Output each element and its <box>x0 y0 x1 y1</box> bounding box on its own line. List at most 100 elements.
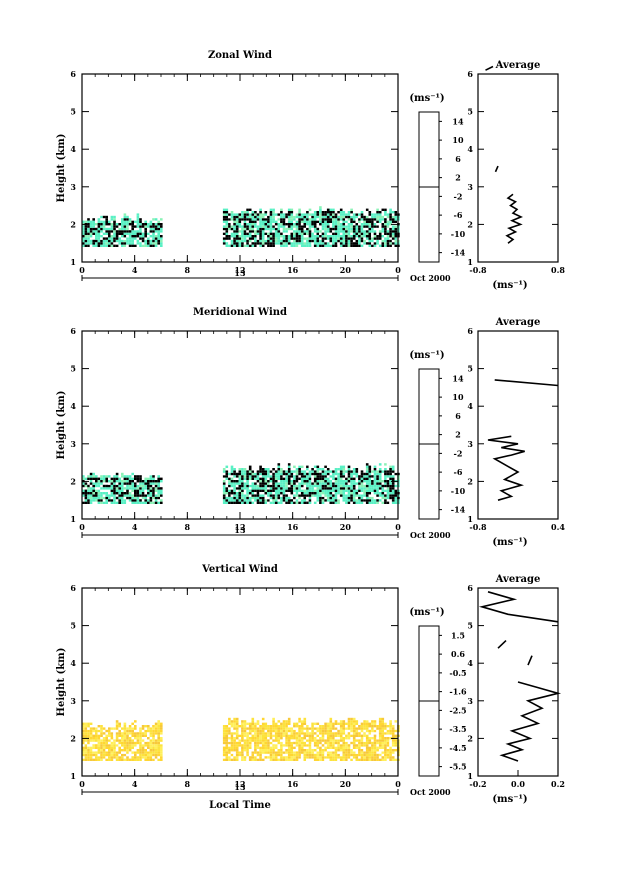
chart-1-cell <box>326 494 330 497</box>
chart-0-cell <box>319 230 322 233</box>
chart-2-cell <box>139 753 142 757</box>
chart-0-cell <box>154 242 158 245</box>
chart-1-cell <box>144 480 147 483</box>
chart-2-cell <box>154 741 158 745</box>
chart-2-cell <box>272 727 275 730</box>
chart-2-cell <box>131 734 134 737</box>
chart-1-cell <box>121 492 124 495</box>
chart-0-cell <box>334 237 338 240</box>
chart-1-cell <box>100 492 103 495</box>
chart-2-cell <box>368 739 372 742</box>
chart-1-cell <box>332 494 335 497</box>
chart-0-cell <box>280 235 283 238</box>
chart-1-cell <box>306 477 309 480</box>
chart-2-cell <box>89 749 93 752</box>
chart-2-cell <box>347 756 351 759</box>
chart-2-cell <box>287 739 291 742</box>
chart-0-cell <box>233 218 236 221</box>
chart-2-cell <box>256 756 260 759</box>
chart-1-cell <box>300 475 304 478</box>
chart-0-cell <box>306 223 309 226</box>
chart-1-cell <box>308 484 312 488</box>
chart-2-cell <box>326 725 330 728</box>
chart-2-cell <box>306 732 309 735</box>
chart-1-cell <box>272 487 275 490</box>
chart-1-cell <box>355 482 359 485</box>
chart-2-cell <box>391 725 395 728</box>
chart-1-cell <box>128 492 132 495</box>
chart-1-cell <box>282 472 286 476</box>
chart-2-cell <box>157 758 160 761</box>
chart-0-cell <box>267 242 270 245</box>
chart-2-cell <box>233 732 236 735</box>
chart-2-cell <box>311 739 314 742</box>
chart-0-cell <box>264 225 268 228</box>
chart-1-cell <box>131 484 134 488</box>
chart-2-cell <box>391 729 395 733</box>
chart-1-cell <box>123 482 127 485</box>
chart-0-cell <box>261 218 265 221</box>
chart-1-cell <box>235 496 239 500</box>
chart-1-cell <box>264 477 268 480</box>
chart-1-cell <box>308 501 312 504</box>
chart-0-cell <box>131 235 134 238</box>
chart-2-cell <box>290 749 294 752</box>
chart-2-cell <box>378 746 382 749</box>
chart-2-cell <box>222 737 226 740</box>
chart-2-cell <box>347 717 351 721</box>
chart-1-cell <box>303 482 307 485</box>
chart-2-cell <box>259 753 262 757</box>
chart-2-cell <box>386 741 390 745</box>
chart-1-cell <box>102 501 106 504</box>
chart-0-cell <box>141 235 145 238</box>
chart-2-cell <box>256 725 260 728</box>
chart-2-cell <box>267 725 270 728</box>
chart-1-cell <box>264 484 268 488</box>
chart-2-colorbar-tick-label: -1.6 <box>449 687 467 697</box>
chart-0-cell <box>152 239 155 243</box>
chart-1-cell <box>277 492 281 495</box>
chart-2-cell <box>345 737 348 740</box>
chart-0-cell <box>225 213 229 216</box>
chart-2-cell <box>360 758 364 761</box>
chart-2-cell <box>316 729 320 733</box>
chart-2-cell <box>110 741 114 745</box>
chart-2-cell <box>316 744 320 747</box>
chart-2-cell <box>269 758 273 761</box>
chart-1-cell <box>339 477 343 480</box>
chart-2-cell <box>235 732 239 735</box>
chart-0-cell <box>365 230 369 233</box>
chart-1-cell <box>121 482 124 485</box>
chart-2-cell <box>334 727 338 730</box>
chart-1-cell <box>378 492 382 495</box>
chart-2-cell <box>128 741 132 745</box>
chart-2-cell <box>256 722 260 725</box>
chart-1-cell <box>123 475 127 478</box>
chart-0-cell <box>267 225 270 228</box>
chart-2-cell <box>274 729 278 733</box>
chart-2-cell <box>339 739 343 742</box>
chart-1-cell <box>342 494 346 497</box>
chart-1-cell <box>102 487 106 490</box>
chart-0-cell <box>285 230 288 233</box>
chart-1-cell <box>308 480 312 483</box>
chart-2-cell <box>391 732 395 735</box>
chart-0-cell <box>139 225 142 228</box>
chart-1-cell <box>282 489 286 492</box>
chart-2-cell <box>267 741 270 745</box>
chart-2-cell <box>376 753 379 757</box>
chart-1-cell <box>108 477 111 480</box>
chart-2-cell <box>371 734 374 737</box>
chart-1-cell <box>347 477 351 480</box>
chart-0-cell <box>108 237 111 240</box>
chart-1-cell <box>141 496 145 500</box>
chart-2-cell <box>389 737 392 740</box>
chart-2-cell <box>100 734 103 737</box>
chart-2-cell <box>118 739 121 742</box>
chart-0-cell <box>261 220 265 223</box>
chart-0-cell <box>274 232 278 235</box>
chart-2-cell <box>308 741 312 745</box>
chart-2-cell <box>358 732 361 735</box>
chart-1-cell <box>228 482 231 485</box>
chart-1-cell <box>287 470 291 473</box>
